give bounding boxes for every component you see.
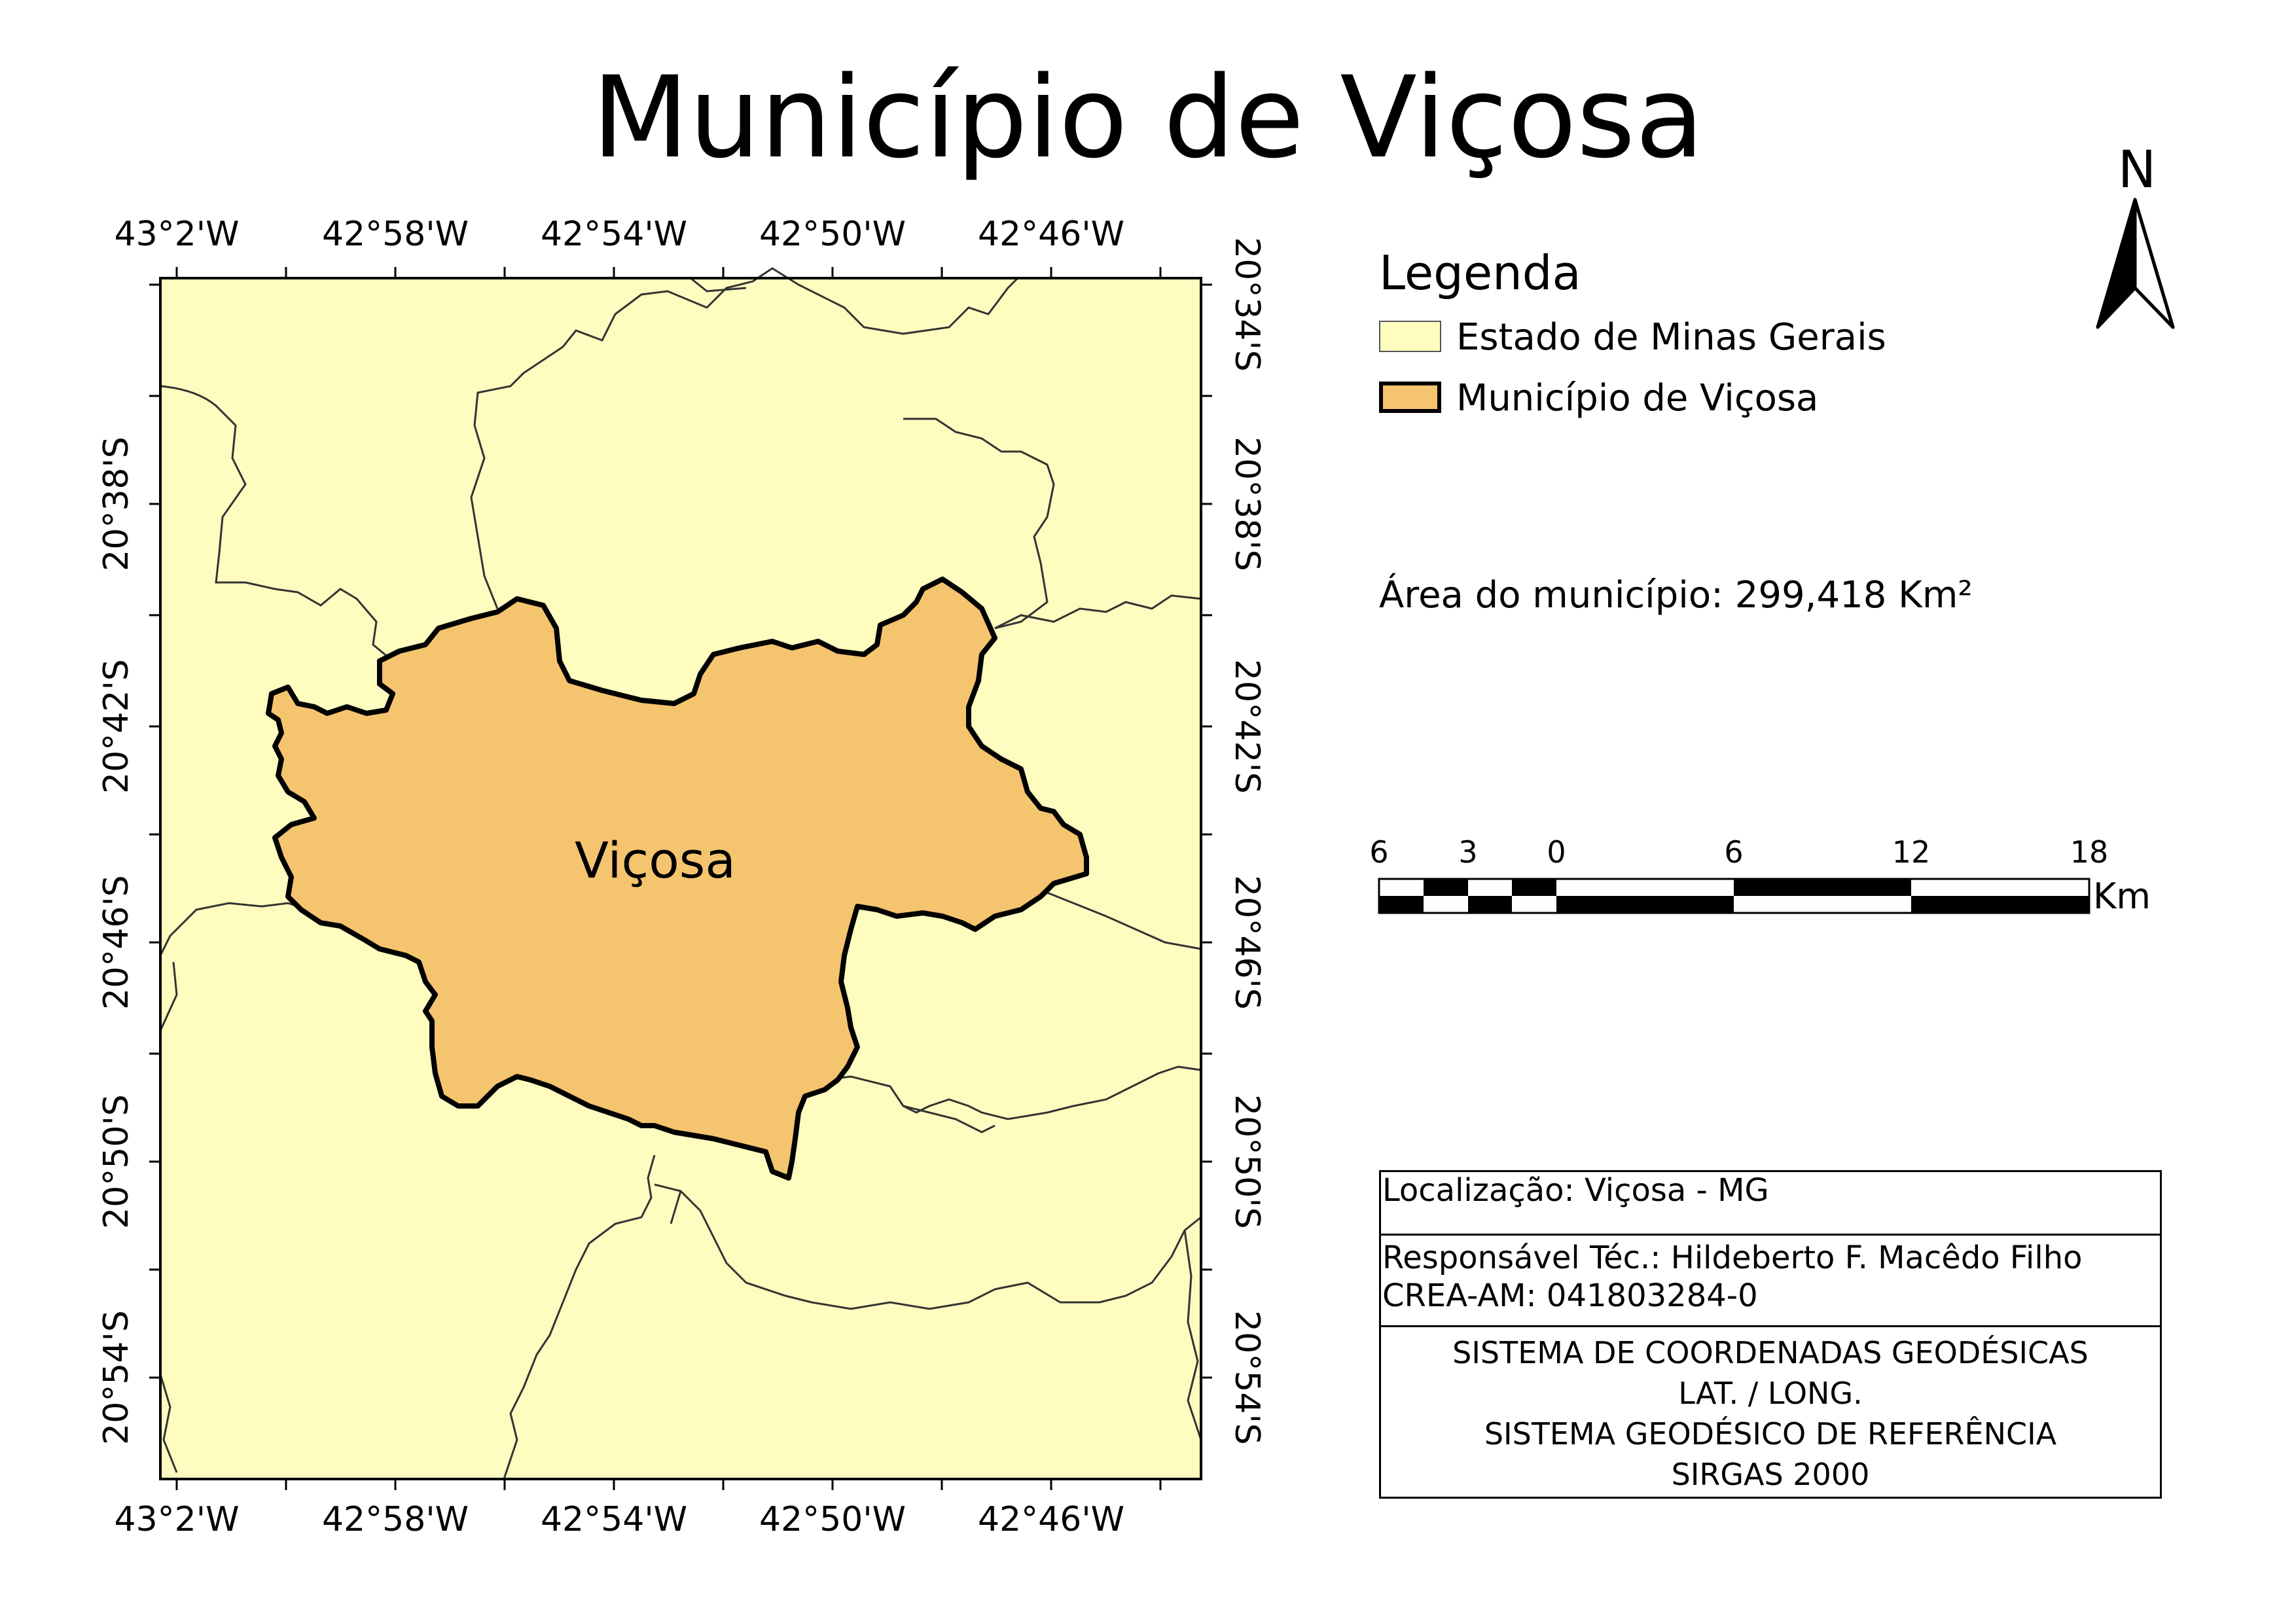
info-responsible-row: Responsável Téc.: Hildeberto F. Macêdo F… <box>1381 1236 2160 1327</box>
latitude-label-right-4: 20°46'S <box>1227 875 1266 1010</box>
scale-bar <box>1378 878 2090 914</box>
longitude-label-bottom-3: 42°54'W <box>540 1500 688 1539</box>
scale-label-3: 0 <box>1547 834 1566 870</box>
latitude-label-right-5: 20°50'S <box>1227 1094 1266 1229</box>
info-system-line-4: SIRGAS 2000 <box>1671 1457 1870 1492</box>
latitude-label-left-4: 20°50'S <box>97 1094 136 1229</box>
info-system-row: SISTEMA DE COORDENADAS GEODÉSICAS LAT. /… <box>1381 1327 2160 1497</box>
scale-unit: Km <box>2093 876 2151 917</box>
info-box: Localização: Viçosa - MG Responsável Téc… <box>1379 1170 2162 1499</box>
scale-label-4: 6 <box>1724 834 1744 870</box>
info-location: Localização: Viçosa - MG <box>1382 1172 1769 1209</box>
north-arrow-icon <box>2096 198 2175 329</box>
info-location-row: Localização: Viçosa - MG <box>1381 1172 2160 1236</box>
scale-label-2: 3 <box>1458 834 1478 870</box>
latitude-label-right-3: 20°42'S <box>1227 659 1266 794</box>
north-letter: N <box>2117 141 2157 200</box>
vicosa-municipality <box>266 577 1089 1181</box>
latitude-label-left-1: 20°38'S <box>97 437 136 571</box>
legend-label-state: Estado de Minas Gerais <box>1456 316 1886 359</box>
legend-swatch-state <box>1379 321 1441 352</box>
latitude-label-left-3: 20°46'S <box>97 875 136 1010</box>
latitude-label-right-2: 20°38'S <box>1227 437 1266 571</box>
latitude-label-left-2: 20°42'S <box>97 659 136 794</box>
scale-label-5: 12 <box>1892 834 1931 870</box>
info-system-line-1: SISTEMA DE COORDENADAS GEODÉSICAS <box>1452 1335 2089 1370</box>
latitude-label-right-6: 20°54'S <box>1227 1310 1266 1445</box>
map-frame <box>159 277 1202 1480</box>
scale-label-1: 6 <box>1369 834 1389 870</box>
longitude-label-bottom-1: 43°2'W <box>114 1500 240 1539</box>
latitude-label-left-5: 20°54'S <box>97 1310 136 1445</box>
graticule-ticks <box>149 267 1212 1490</box>
longitude-label-bottom-4: 42°50'W <box>759 1500 906 1539</box>
longitude-label-top-4: 42°50'W <box>759 215 906 254</box>
info-system-line-2: LAT. / LONG. <box>1678 1376 1863 1411</box>
municipality-map-label: Viçosa <box>575 831 736 889</box>
scale-label-6: 18 <box>2070 834 2109 870</box>
info-crea: CREA-AM: 041803284-0 <box>1382 1277 1758 1314</box>
legend-label-municipality: Município de Viçosa <box>1456 377 1819 419</box>
longitude-label-top-1: 43°2'W <box>114 215 240 254</box>
longitude-label-top-3: 42°54'W <box>540 215 688 254</box>
latitude-label-right-1: 20°34'S <box>1227 237 1266 372</box>
legend-swatch-municipality <box>1379 382 1441 413</box>
area-text: Área do município: 299,418 Km² <box>1379 574 1973 616</box>
map-title: Município de Viçosa <box>592 52 1704 183</box>
longitude-label-bottom-5: 42°46'W <box>977 1500 1125 1539</box>
info-system-line-3: SISTEMA GEODÉSICO DE REFERÊNCIA <box>1484 1416 2057 1452</box>
info-responsible: Responsável Téc.: Hildeberto F. Macêdo F… <box>1382 1240 2083 1276</box>
longitude-label-top-5: 42°46'W <box>977 215 1125 254</box>
longitude-label-top-2: 42°58'W <box>321 215 469 254</box>
longitude-label-bottom-2: 42°58'W <box>321 1500 469 1539</box>
legend-title: Legenda <box>1379 245 1581 300</box>
